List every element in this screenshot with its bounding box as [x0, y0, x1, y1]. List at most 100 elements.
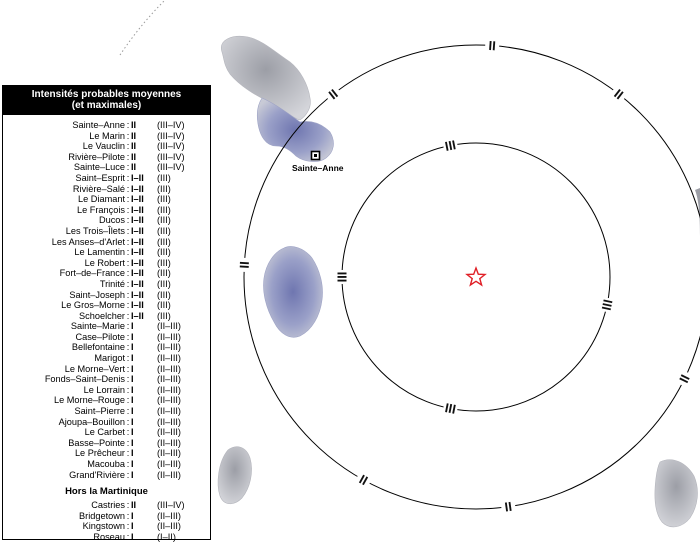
place-name: Le Morne–Rouge: [54, 395, 125, 406]
separator: :: [126, 353, 130, 364]
mean-intensity: I: [131, 374, 134, 385]
mean-intensity: I–II: [131, 194, 144, 205]
mean-intensity: I–II: [131, 278, 144, 289]
max-intensity: (II–III): [157, 459, 181, 469]
place-name: Sainte–Marie: [70, 321, 125, 332]
separator: :: [126, 469, 130, 480]
max-intensity: (III): [157, 172, 171, 183]
max-intensity: (III): [157, 289, 171, 300]
legend-row: Macouba: I (II–III): [3, 459, 210, 470]
mean-intensity: I: [131, 448, 134, 459]
mean-intensity: I: [131, 521, 134, 532]
place-name: Le Carbet: [84, 427, 125, 438]
max-intensity: (II–III): [157, 521, 181, 532]
mean-intensity: II: [131, 120, 137, 130]
mean-intensity: II: [131, 141, 137, 152]
max-intensity: (II–III): [157, 331, 181, 342]
separator: :: [126, 194, 130, 205]
place-name: Schoelcher: [79, 310, 125, 321]
max-intensity: (II–III): [157, 437, 181, 448]
mean-intensity: I: [131, 459, 134, 469]
mean-intensity: II: [131, 162, 137, 173]
legend-row: Kingstown: I (II–III): [3, 521, 210, 532]
place-name: Les Anses–d'Arlet: [51, 236, 125, 247]
legend-row: Case–Pilote: I (II–III): [3, 332, 210, 343]
epicenter-star-icon: [465, 265, 487, 287]
place-name: Le Prêcheur: [74, 448, 125, 459]
place-name: Le Marin: [89, 130, 125, 141]
mean-intensity: I: [131, 437, 134, 448]
place-name: Rivière–Pilote: [68, 151, 125, 162]
separator: :: [126, 268, 130, 279]
max-intensity: (III): [157, 215, 171, 226]
place-name: Case–Pilote: [75, 331, 125, 342]
place-name: Le Lorrain: [83, 384, 125, 395]
separator: :: [126, 310, 130, 321]
legend-row: Le Carbet: I (II–III): [3, 427, 210, 438]
place-name: Saint–Esprit: [75, 172, 125, 183]
legend-row: Le Marin: II (III–IV): [3, 131, 210, 142]
legend-row: Fonds–Saint–Denis: I (II–III): [3, 374, 210, 385]
legend-row: Ajoupa–Bouillon: I (II–III): [3, 417, 210, 428]
separator: :: [126, 374, 130, 385]
ring-label-inner: III: [444, 137, 458, 154]
mean-intensity: I: [131, 353, 134, 364]
separator: :: [126, 510, 130, 521]
place-name: Le Morne–Vert: [64, 363, 125, 374]
max-intensity: (III): [157, 257, 171, 268]
island-martinique: [221, 35, 334, 162]
legend-row: Fort–de–France: I–II (III): [3, 268, 210, 279]
legend-title: Intensités probables moyennes (et maxima…: [3, 86, 210, 115]
max-intensity: (III–IV): [157, 500, 185, 511]
mean-intensity: I–II: [131, 172, 144, 183]
mean-intensity: I–II: [131, 289, 144, 300]
separator: :: [126, 300, 130, 311]
max-intensity: (III): [157, 300, 171, 311]
place-name: Kingstown: [82, 521, 125, 532]
ring-inner: [341, 142, 611, 412]
separator: :: [126, 427, 130, 438]
mean-intensity: I–II: [131, 236, 144, 247]
max-intensity: (II–III): [157, 321, 181, 332]
legend-row: Saint–Esprit: I–II (III): [3, 173, 210, 184]
place-name: Castries: [91, 500, 125, 511]
legend-rows-martinique: Sainte–Anne: II (III–IV) Le Marin: II (III–IV…: [3, 115, 210, 480]
max-intensity: (II–III): [157, 353, 181, 364]
mean-intensity: II: [131, 500, 137, 511]
max-intensity: (III–IV): [157, 130, 185, 141]
legend-row: Le Morne–Rouge: I (II–III): [3, 395, 210, 406]
place-name: Les Trois–Îlets: [65, 225, 125, 236]
mean-intensity: I–II: [131, 268, 144, 279]
max-intensity: (II–III): [157, 427, 181, 438]
legend-row: Grand'Rivière: I (II–III): [3, 470, 210, 481]
place-name: Le François: [76, 204, 125, 215]
separator: :: [126, 406, 130, 417]
separator: :: [126, 395, 130, 406]
place-name: Le Vauclin: [82, 141, 125, 152]
separator: :: [126, 384, 130, 395]
mean-intensity: II: [131, 130, 137, 141]
separator: :: [126, 531, 130, 542]
mean-intensity: I–II: [131, 183, 144, 194]
max-intensity: (III–IV): [157, 141, 185, 152]
legend-row: Sainte–Marie: I (II–III): [3, 321, 210, 332]
mean-intensity: I–II: [131, 225, 144, 236]
mean-intensity: I: [131, 395, 134, 406]
place-name: Le Gros–Morne: [61, 300, 125, 311]
island-barbados: [654, 459, 698, 528]
legend-row: Le Lamentin: I–II (III): [3, 247, 210, 258]
separator: :: [126, 278, 130, 289]
legend-panel: Intensités probables moyennes (et maxima…: [2, 85, 211, 543]
separator: :: [126, 257, 130, 268]
mean-intensity: I: [131, 469, 134, 480]
separator: :: [126, 331, 130, 342]
separator: :: [126, 183, 130, 194]
max-intensity: (II–III): [157, 416, 181, 427]
legend-row: Roseau: I (I–II): [3, 532, 210, 543]
place-name: Le Diamant: [78, 194, 125, 205]
place-name: Marigot: [94, 353, 125, 364]
separator: :: [126, 448, 130, 459]
place-name: Ducos: [98, 215, 125, 226]
legend-row: Le Lorrain: I (II–III): [3, 385, 210, 396]
separator: :: [126, 120, 130, 130]
